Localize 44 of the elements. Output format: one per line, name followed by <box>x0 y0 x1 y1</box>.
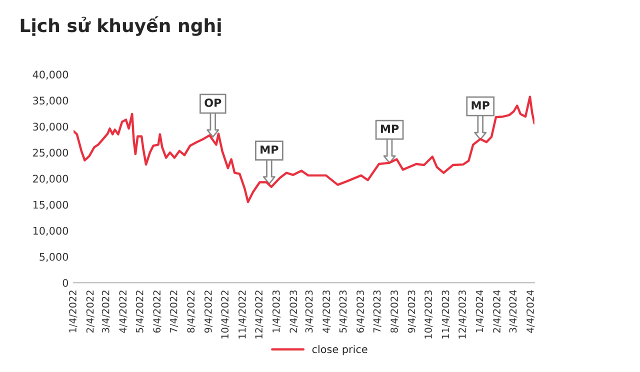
x-tick-label: 1/4/2023 <box>272 290 281 332</box>
x-tick-label: 3/4/2022 <box>102 290 110 333</box>
x-tick-label: 11/4/2023 <box>442 290 450 338</box>
x-tick-label: 7/4/2022 <box>170 290 178 333</box>
annotation: MP <box>260 146 278 154</box>
y-tick-label: 10,000 <box>33 226 68 236</box>
chart-title: Lịch sử khuyến nghị <box>20 16 221 36</box>
x-tick-label: 9/4/2022 <box>204 290 213 333</box>
y-tick-label: 15,000 <box>33 200 68 210</box>
annotation: MP <box>380 124 399 133</box>
x-tick-label: 1/4/2024 <box>476 290 484 332</box>
x-tick-label: 3/4/2024 <box>509 290 518 333</box>
x-tick-label: 3/4/2023 <box>305 290 314 333</box>
line-series <box>74 96 534 204</box>
x-tick-label: 2/4/2023 <box>290 290 298 333</box>
x-tick-label: 6/4/2022 <box>153 290 162 333</box>
x-tick-label: 4/4/2024 <box>526 290 535 333</box>
x-tick-label: 10/4/2023 <box>424 290 433 338</box>
y-tick-label: 5,000 <box>40 252 68 262</box>
y-tick-label: 40,000 <box>32 70 68 80</box>
x-tick-label: 12/4/2022 <box>255 290 264 338</box>
x-tick-label: 8/4/2023 <box>390 290 399 333</box>
x-tick-label: 8/4/2022 <box>187 290 196 333</box>
x-tick-label: 10/4/2022 <box>221 290 230 338</box>
x-tick-label: 7/4/2023 <box>373 290 382 333</box>
x-tick-label: 11/4/2022 <box>238 290 247 338</box>
y-tick-label: 0 <box>62 278 68 287</box>
x-tick-label: 5/4/2023 <box>339 290 348 333</box>
x-tick-label: 9/4/2023 <box>408 290 416 333</box>
annotation: MP <box>472 101 490 110</box>
x-tick-label: 2/4/2024 <box>493 290 502 333</box>
x-tick-label: 6/4/2023 <box>356 290 365 333</box>
y-tick-label: 20,000 <box>33 174 68 184</box>
legend-label: close price <box>312 345 368 356</box>
x-tick-label: 5/4/2022 <box>136 290 144 333</box>
x-tick-label: 1/4/2022 <box>69 290 78 332</box>
x-tick-label: 12/4/2023 <box>458 290 467 338</box>
x-tick-label: 4/4/2022 <box>119 290 128 333</box>
y-tick-label: 35,000 <box>33 96 68 106</box>
annotation: OP <box>204 98 222 107</box>
y-tick-label: 30,000 <box>33 122 68 132</box>
x-tick-label: 2/4/2022 <box>86 290 94 333</box>
y-tick-label: 25,000 <box>33 148 68 158</box>
x-tick-label: 4/4/2023 <box>322 290 331 333</box>
